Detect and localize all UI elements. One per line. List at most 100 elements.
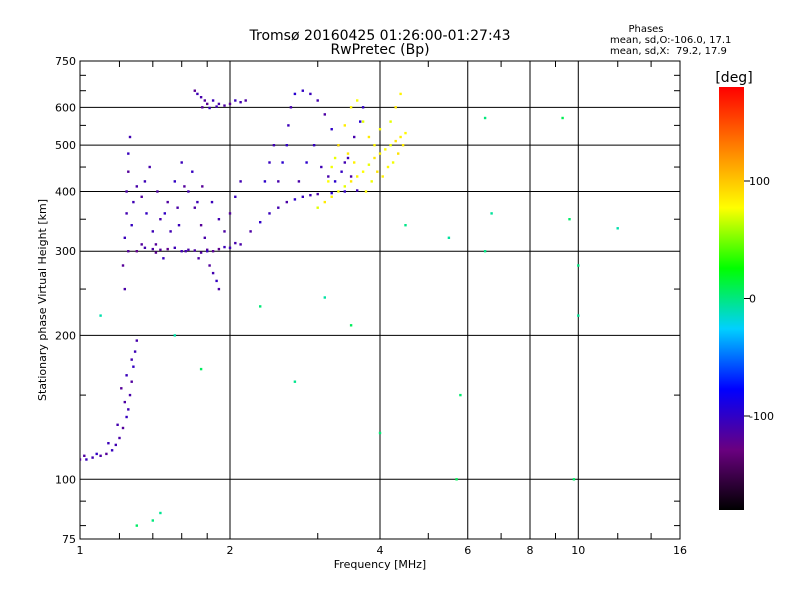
echo-point <box>353 161 356 164</box>
echo-point <box>378 152 382 155</box>
echo-point <box>148 165 151 169</box>
echo-point <box>154 251 158 254</box>
echo-point <box>367 135 371 139</box>
echo-point <box>268 212 271 215</box>
echo-point <box>215 279 218 283</box>
echo-point <box>349 106 353 109</box>
x-tick-label: 16 <box>673 544 687 557</box>
echo-point <box>378 128 382 131</box>
echo-point <box>206 102 209 106</box>
echo-point <box>244 99 247 102</box>
echo-point <box>173 334 176 337</box>
echo-point <box>330 165 333 169</box>
echo-point <box>327 175 330 178</box>
echo-point <box>127 408 130 411</box>
echo-point <box>401 144 405 147</box>
echo-point <box>193 89 196 92</box>
echo-point <box>197 257 200 260</box>
echo-point <box>316 192 319 196</box>
colorbar-tick-label: -100 <box>749 410 774 423</box>
y-tick-label: 75 <box>62 533 76 546</box>
echo-point <box>361 106 365 109</box>
echo-point <box>145 212 148 215</box>
echo-point <box>85 458 88 461</box>
echo-point <box>203 99 206 102</box>
echo-point <box>367 163 371 166</box>
echo-point <box>173 180 176 183</box>
echo-point <box>183 185 186 188</box>
echo-point <box>191 170 194 173</box>
echo-point <box>199 224 203 227</box>
echo-point <box>140 243 143 246</box>
echo-point <box>323 296 326 299</box>
echo-point <box>376 170 379 173</box>
echo-point <box>135 250 138 253</box>
echo-point <box>127 152 130 155</box>
echo-point <box>143 180 147 183</box>
echo-point <box>99 454 102 457</box>
echo-point <box>159 218 162 221</box>
echo-point <box>193 206 196 209</box>
echo-point <box>309 194 312 197</box>
echo-point <box>346 156 350 160</box>
echo-point <box>239 101 242 104</box>
y-tick-label: 500 <box>55 139 76 152</box>
echo-point <box>211 271 215 275</box>
echo-point <box>272 144 276 147</box>
echo-point <box>83 454 86 457</box>
echo-point <box>389 120 392 123</box>
colorbar <box>719 87 744 510</box>
echo-point <box>301 195 304 198</box>
echo-point <box>268 161 271 164</box>
echo-point <box>201 106 204 109</box>
echo-point <box>184 250 187 253</box>
echo-point <box>285 144 288 147</box>
y-axis-label: Stationary phase Virtual Height [km] <box>36 199 49 401</box>
echo-point <box>361 170 365 173</box>
echo-point <box>346 152 350 155</box>
echo-point <box>364 190 368 193</box>
echo-point <box>176 206 179 209</box>
echo-point <box>201 185 204 188</box>
echo-point <box>399 135 402 139</box>
echo-point <box>127 170 130 173</box>
echo-point <box>121 426 125 430</box>
echo-point <box>135 524 138 527</box>
echo-point <box>384 148 387 151</box>
colorbar-label: [deg] <box>715 70 752 86</box>
echo-point <box>154 243 158 246</box>
echo-point <box>80 458 82 461</box>
echo-point <box>107 442 110 445</box>
echo-point <box>206 250 209 253</box>
echo-point <box>404 224 407 227</box>
echo-point <box>140 195 143 198</box>
echo-point <box>211 99 215 102</box>
echo-point <box>572 478 576 481</box>
echo-point <box>316 206 319 209</box>
echo-point <box>239 243 242 246</box>
echo-point <box>210 200 214 204</box>
echo-point <box>356 175 359 178</box>
echo-point <box>120 387 123 390</box>
echo-point <box>340 170 343 173</box>
echo-point <box>91 456 94 459</box>
echo-point <box>397 152 400 155</box>
echo-point <box>151 519 154 522</box>
echo-point <box>293 92 297 96</box>
echo-point <box>343 161 346 164</box>
y-tick-label: 100 <box>55 473 76 486</box>
echo-point <box>234 241 237 245</box>
chart-subtitle: RwPretec (Bp) <box>330 42 429 58</box>
x-tick-label: 6 <box>464 544 471 557</box>
echo-point <box>337 144 340 147</box>
echo-point <box>130 358 133 361</box>
echo-point <box>399 92 402 96</box>
echo-point <box>217 218 221 221</box>
echo-point <box>483 116 487 120</box>
echo-point <box>132 365 135 368</box>
colorbar-tick-label: 0 <box>749 293 756 306</box>
echo-point <box>217 287 221 291</box>
echo-points <box>80 89 619 527</box>
echo-point <box>163 212 166 215</box>
echo-point <box>206 248 209 251</box>
